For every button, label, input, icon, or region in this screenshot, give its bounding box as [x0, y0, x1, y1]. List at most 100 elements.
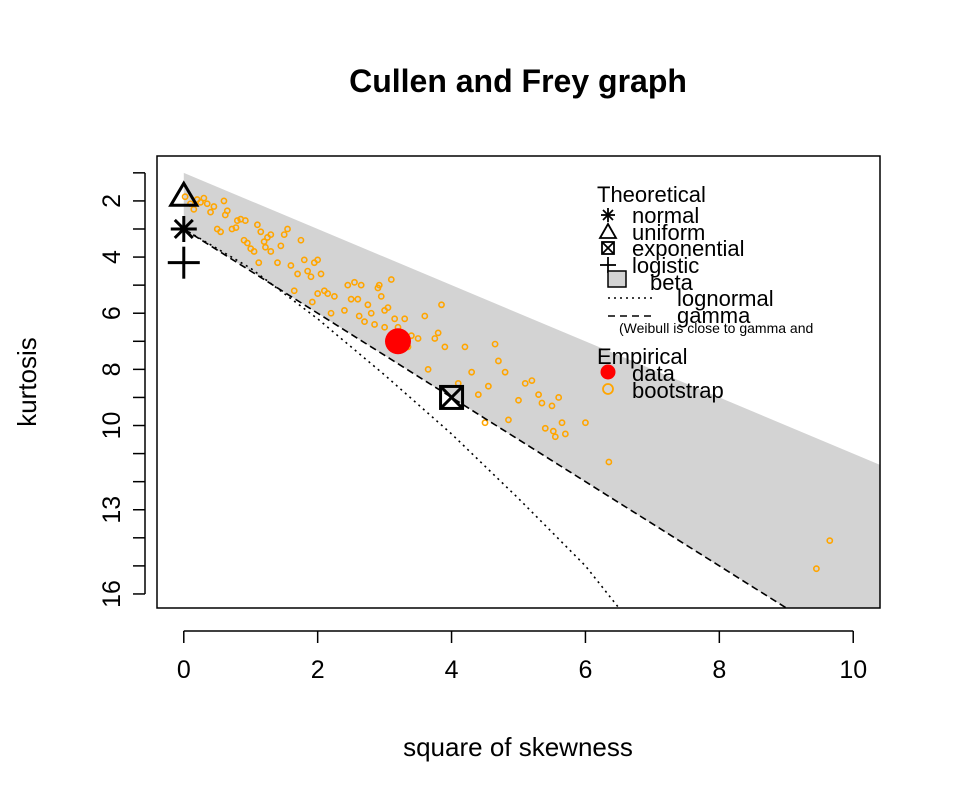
bootstrap-point: [233, 217, 241, 224]
y-tick-label: 6: [98, 306, 126, 320]
exponential-marker-box: [439, 384, 465, 410]
bootstrap-point: [424, 365, 432, 373]
legend-item-bootstrap: bootstrap: [632, 378, 724, 403]
bootstrap-point: [223, 207, 231, 215]
boxed-x-icon: [601, 241, 615, 255]
x-tick-label: 2: [311, 656, 325, 684]
legend-item-normal: normal: [632, 203, 699, 228]
bootstrap-point: [197, 198, 204, 206]
data-point: [385, 328, 411, 355]
bootstrap-point: [528, 377, 536, 384]
legend-item-exponential: exponential: [632, 236, 745, 261]
bootstrap-point: [344, 281, 352, 289]
bootstrap-point: [484, 382, 492, 390]
bootstrap-point: [548, 402, 556, 410]
bootstrap-point: [297, 236, 305, 244]
bootstrap-point: [254, 221, 261, 229]
bootstrap-point: [481, 419, 489, 427]
bootstrap-point: [257, 228, 265, 236]
bootstrap-point: [200, 194, 208, 202]
bootstrap-point: [341, 307, 348, 314]
filled-circle-icon: [600, 364, 616, 380]
bootstrap-point: [558, 419, 566, 427]
bootstrap-points: [181, 193, 834, 573]
exponential-point: [439, 384, 465, 410]
bootstrap-point: [549, 427, 557, 435]
bootstrap-point: [515, 396, 522, 404]
bootstrap-point: [377, 292, 385, 300]
bootstrap-point: [551, 433, 559, 441]
legend-weibull-note: (Weibull is close to gamma and: [619, 320, 813, 336]
bootstrap-point: [262, 243, 269, 251]
bootstrap-point: [381, 323, 389, 331]
asterisk-icon: [601, 208, 615, 222]
bootstrap-point: [401, 315, 409, 323]
y-tick-label: 2: [98, 194, 126, 208]
bootstrap-point: [243, 239, 251, 247]
bootstrap-point: [267, 231, 275, 239]
x-tick-label: 6: [578, 656, 592, 684]
bootstrap-point: [555, 394, 563, 401]
bootstrap-point: [255, 259, 263, 267]
bootstrap-point: [304, 267, 312, 275]
y-tick-label: 8: [98, 362, 126, 376]
legend-item-logistic: logistic: [632, 253, 699, 278]
bootstrap-point: [561, 430, 569, 438]
plot-area: [167, 172, 880, 608]
bootstrap-point: [267, 248, 275, 255]
bootstrap-point: [331, 292, 338, 300]
bootstrap-point: [274, 259, 281, 267]
bootstrap-point: [468, 368, 476, 376]
bootstrap-point: [217, 228, 224, 236]
chart-title: Cullen and Frey graph: [349, 63, 687, 99]
legend-item-data: data: [632, 361, 676, 386]
legend: Theoretical normal uniform exponential l…: [597, 182, 813, 403]
bootstrap-point: [434, 329, 442, 337]
bootstrap-point: [354, 295, 362, 303]
bootstrap-point: [813, 565, 820, 573]
gamma-line: [183, 228, 788, 608]
y-tick-label: 13: [98, 496, 126, 524]
legend-theoretical-title: Theoretical: [597, 182, 706, 207]
bootstrap-point: [521, 380, 529, 387]
bootstrap-point: [491, 340, 499, 348]
bootstrap-point: [387, 276, 395, 283]
bootstrap-point: [367, 309, 375, 317]
bootstrap-point: [324, 290, 332, 297]
bootstrap-point: [287, 262, 295, 269]
bootstrap-point: [357, 281, 365, 289]
logistic-point: [167, 246, 200, 279]
bootstrap-point: [220, 197, 228, 205]
bootstrap-point: [280, 231, 288, 239]
normal-marker-stroke: [173, 218, 194, 240]
bootstrap-point: [250, 248, 258, 255]
bootstrap-point: [384, 304, 392, 312]
uniform-marker: [168, 180, 200, 207]
bootstrap-point: [347, 295, 355, 303]
bootstrap-point: [277, 242, 285, 250]
x-tick-label: 10: [839, 656, 867, 684]
bootstrap-point: [364, 301, 372, 309]
open-circle-icon: [602, 383, 614, 395]
bootstrap-point: [541, 424, 549, 432]
uniform-point: [168, 180, 200, 207]
bootstrap-point: [241, 217, 249, 224]
bootstrap-point: [351, 278, 358, 286]
normal-point: [170, 215, 197, 242]
x-axis: 0 2 4 6 8 10: [177, 630, 867, 684]
bootstrap-point: [317, 270, 325, 278]
x-tick-label: 0: [177, 656, 191, 684]
bootstrap-point: [371, 321, 378, 328]
x-tick-label: 8: [712, 656, 726, 684]
beta-region: [183, 172, 880, 608]
legend-item-uniform: uniform: [632, 220, 705, 245]
bootstrap-point: [495, 357, 502, 365]
bootstrap-point: [391, 315, 399, 323]
legend-item-gamma: gamma: [677, 303, 751, 328]
grey-square-icon: [607, 270, 627, 288]
bootstrap-point: [361, 318, 368, 326]
bootstrap-point: [826, 537, 834, 545]
triangle-icon: [598, 222, 618, 239]
